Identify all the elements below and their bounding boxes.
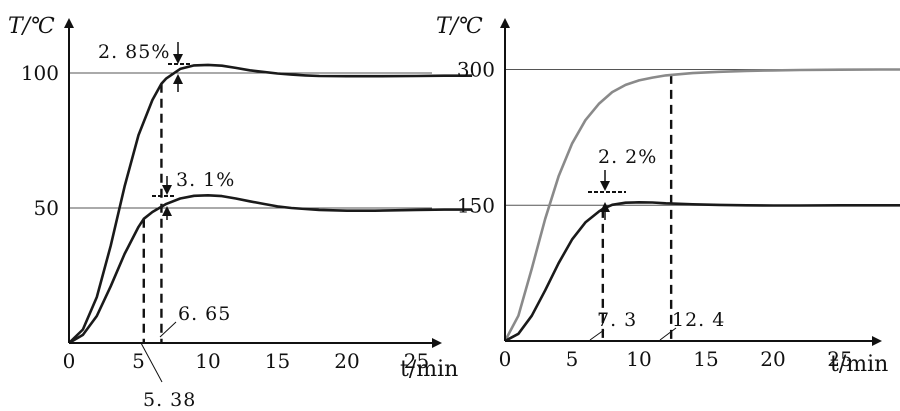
right-overshoot-label: 2. 2% xyxy=(598,146,657,168)
label-665: 6. 65 xyxy=(178,303,231,325)
series-line-0 xyxy=(68,63,473,344)
right-axes xyxy=(500,18,882,346)
series-line-1 xyxy=(504,201,900,343)
y-tick-300: 300 xyxy=(457,58,495,82)
x-tick-10: 10 xyxy=(195,349,220,373)
x-tick-25: 25 xyxy=(404,349,429,373)
x-tick-5: 5 xyxy=(566,347,579,371)
left-overshoot-marker-upper: 2. 85% xyxy=(98,41,192,92)
x-tick-15: 15 xyxy=(693,347,718,371)
x-tick-20: 20 xyxy=(760,347,785,371)
series-line-1 xyxy=(68,194,473,345)
chart-right: 0 5 10 15 20 25 150 300 T/℃ t/min 2. 2% 7. 3 12… xyxy=(436,14,900,377)
right-reference-lines xyxy=(505,69,872,206)
lower-overshoot-label: 3. 1% xyxy=(176,169,235,191)
leader-124 xyxy=(659,327,677,341)
left-axes xyxy=(64,18,442,348)
y-tick-150: 150 xyxy=(457,193,495,217)
left-reference-lines xyxy=(69,72,432,209)
series-line-0 xyxy=(503,68,900,342)
left-dashed-markers xyxy=(142,83,163,343)
leader-538 xyxy=(140,342,163,383)
left-x-axis-title: t/min xyxy=(400,357,458,382)
right-curves xyxy=(503,68,900,343)
left-curves xyxy=(68,63,473,345)
upper-overshoot-label: 2. 85% xyxy=(98,41,170,63)
right-overshoot-marker: 2. 2% xyxy=(588,146,657,220)
label-538: 5. 38 xyxy=(143,389,196,411)
right-tick-labels: 0 5 10 15 20 25 150 300 xyxy=(457,58,853,372)
left-tick-labels: 0 5 10 15 20 25 50 100 xyxy=(21,61,429,373)
leader-665 xyxy=(159,321,177,338)
x-tick-0: 0 xyxy=(63,349,76,373)
right-y-axis-title: T/℃ xyxy=(436,14,483,39)
y-tick-50: 50 xyxy=(34,196,59,220)
x-tick-15: 15 xyxy=(265,349,290,373)
x-tick-5: 5 xyxy=(132,349,145,373)
x-tick-10: 10 xyxy=(626,347,651,371)
x-tick-25: 25 xyxy=(827,347,852,371)
right-x-axis-title: t/min xyxy=(830,352,888,377)
x-tick-20: 20 xyxy=(334,349,359,373)
leader-73 xyxy=(589,329,605,341)
right-dashed-markers xyxy=(601,74,673,341)
y-tick-100: 100 xyxy=(21,61,59,85)
label-73: 7. 3 xyxy=(597,309,637,331)
left-overshoot-marker-lower: 3. 1% xyxy=(152,169,235,220)
left-y-axis-title-t: T/℃ xyxy=(8,14,55,39)
x-tick-0: 0 xyxy=(499,347,512,371)
label-124: 12. 4 xyxy=(672,309,725,331)
chart-left: 0 5 10 15 20 25 50 100 T/℃ t/min 2. 85% 3. 1% 6… xyxy=(8,14,473,411)
